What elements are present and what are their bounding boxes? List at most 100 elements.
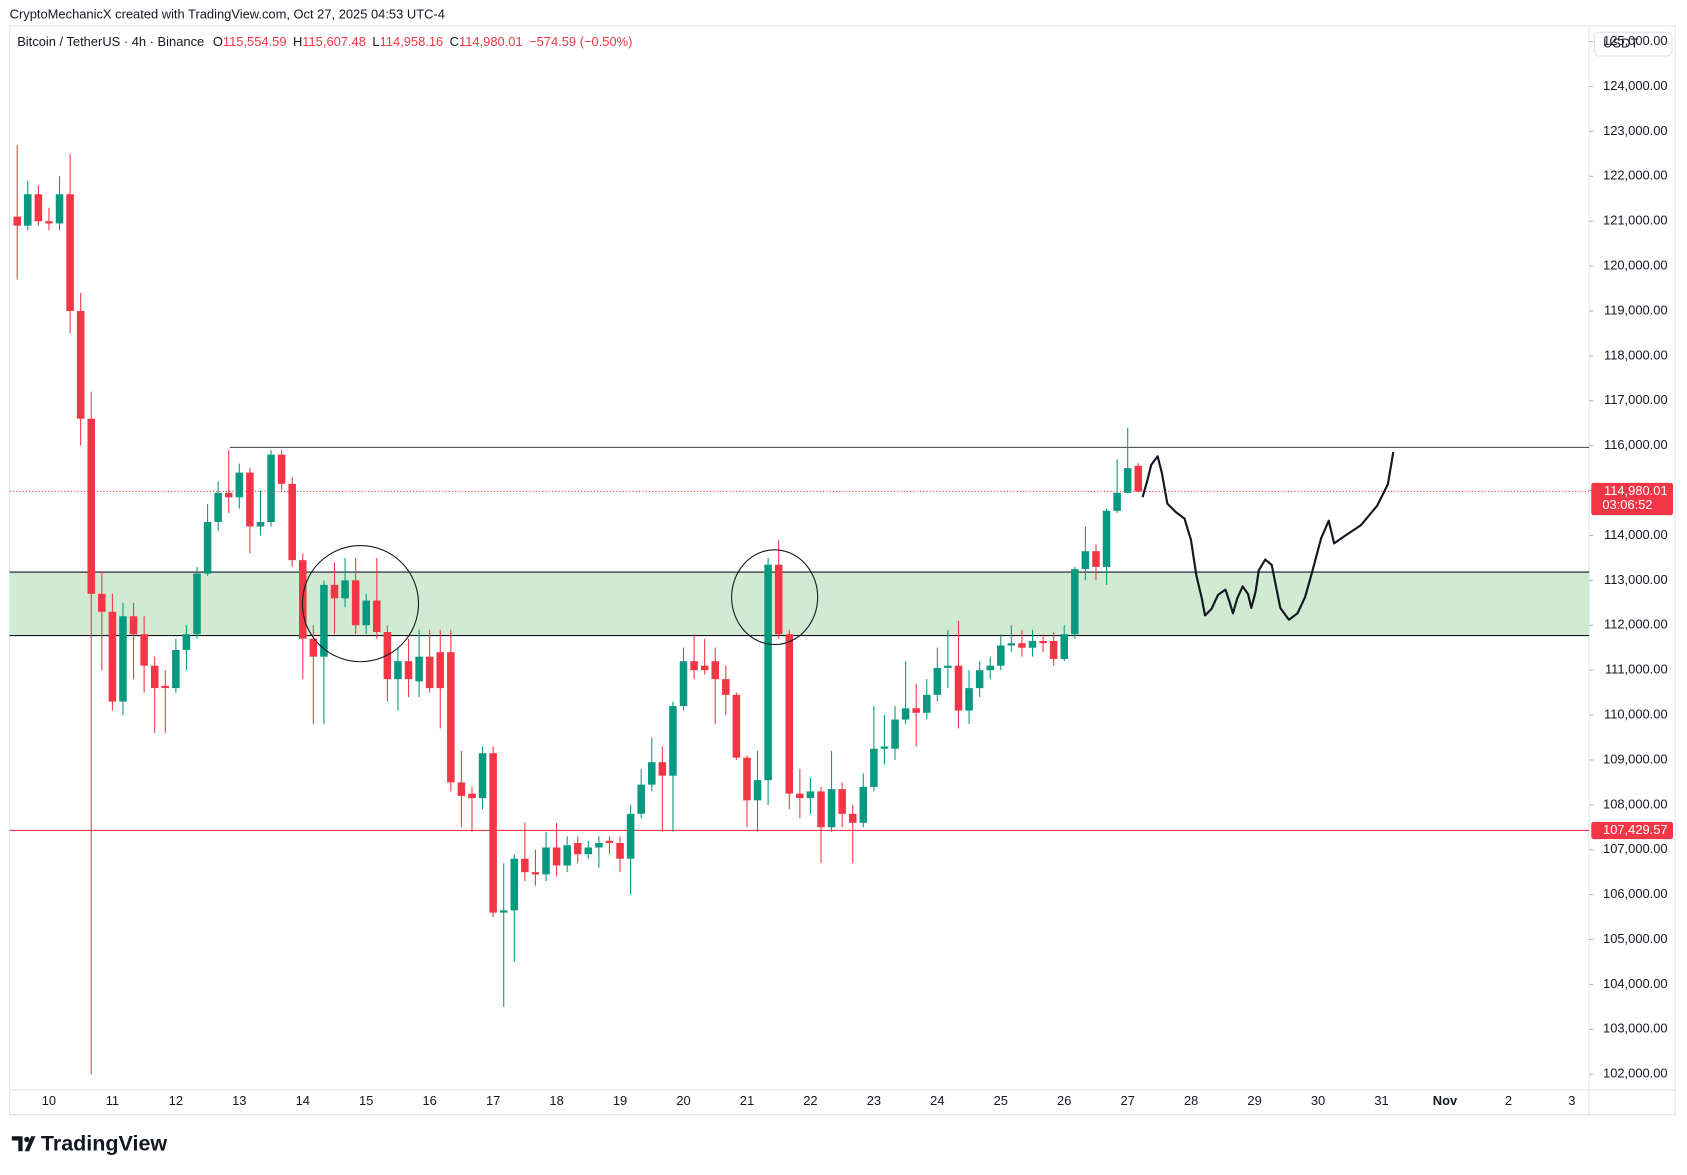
x-tick-label: 17 [486, 1093, 500, 1108]
drawing-path [1141, 451, 1395, 621]
candle-body [880, 746, 889, 749]
candle-body [1060, 634, 1069, 659]
legend-key: L [372, 35, 379, 50]
y-tick-label: 120,000.00 [1603, 257, 1668, 272]
x-tick-label: 10 [42, 1093, 56, 1108]
candle-body [182, 634, 191, 650]
candle-body [997, 645, 1005, 666]
candle-body [785, 634, 794, 794]
level-label-box [1591, 821, 1674, 840]
candle-body [796, 793, 804, 799]
y-tick-label: 117,000.00 [1604, 392, 1668, 407]
logo-dot [24, 1136, 30, 1143]
y-tick-label: 109,000.00 [1603, 751, 1668, 766]
y-tick-label: 110,000.00 [1604, 706, 1668, 721]
y-tick-label: 116,000.00 [1604, 437, 1668, 452]
logo-icon [11, 1136, 36, 1152]
y-tick-label: 107,000.00 [1603, 841, 1668, 856]
candle-body [753, 780, 762, 801]
candle-body [922, 694, 931, 713]
candle-body [351, 580, 360, 626]
candle-body [1049, 640, 1058, 659]
y-tick-label: 103,000.00 [1603, 1021, 1668, 1036]
candle-body [288, 483, 296, 561]
y-tick-label: 123,000.00 [1603, 123, 1668, 138]
candle-body [24, 194, 32, 226]
candle-body [341, 580, 349, 599]
plot [9, 144, 1590, 1075]
y-tick-label: 124,000.00 [1603, 78, 1668, 93]
y-tick-label: 105,000.00 [1603, 931, 1668, 946]
candle-body [172, 649, 180, 689]
candle-body [457, 782, 466, 796]
candle-body [1081, 551, 1090, 570]
x-tick-label: 13 [232, 1093, 246, 1108]
y-tick-label: 113,000.00 [1604, 572, 1668, 587]
candle-body [859, 786, 868, 823]
candle-body [330, 584, 339, 599]
y-tick-label: 121,000.00 [1603, 213, 1668, 228]
candle-body [986, 665, 994, 671]
candle-body [150, 665, 159, 689]
y-tick-label: 104,000.00 [1603, 976, 1668, 991]
candle-body [965, 688, 973, 711]
y-tick-label: 102,000.00 [1603, 1066, 1668, 1081]
legend-key: H [293, 35, 302, 50]
y-tick-label: 114,000.00 [1604, 527, 1668, 542]
candle-body [1007, 643, 1016, 646]
currency: USDT [1603, 36, 1638, 51]
brand: TradingView [41, 1132, 168, 1156]
x-tick-label: 12 [169, 1093, 183, 1108]
x-tick-label: 25 [994, 1093, 1008, 1108]
candle-body [870, 748, 878, 787]
x-tick-label: Nov [1433, 1093, 1458, 1108]
legend-key: C [450, 35, 459, 50]
x-tick-label: 23 [867, 1093, 881, 1108]
candle-body [838, 789, 846, 814]
candle-body [605, 840, 614, 844]
candle-body [1134, 465, 1143, 492]
candle-body [320, 584, 328, 657]
candle-body [637, 784, 645, 814]
last-price-box [1591, 482, 1674, 516]
symbol: Bitcoin / TetherUS · 4h · Binance [17, 35, 204, 50]
candle-body [891, 719, 899, 749]
candle-body [140, 634, 148, 666]
candle-body [912, 708, 920, 713]
candle-body [55, 194, 64, 224]
candle-body [447, 652, 455, 783]
candle-body [817, 791, 825, 828]
countdown: 03:06:52 [1602, 497, 1652, 512]
candle-body [743, 757, 751, 801]
x-tick-label: 2 [1505, 1093, 1512, 1108]
candle-body [616, 843, 624, 859]
candle-body [669, 706, 677, 776]
candle-body [256, 521, 265, 527]
candle-body [658, 762, 667, 776]
candle-body [711, 661, 719, 680]
x-tick-label: 30 [1311, 1093, 1325, 1108]
y-tick-label: 108,000.00 [1603, 796, 1668, 811]
candle-body [45, 221, 53, 224]
candle-body [415, 656, 423, 682]
x-tick-label: 21 [740, 1093, 754, 1108]
x-tick-label: 28 [1184, 1093, 1198, 1108]
x-tick-label: 26 [1057, 1093, 1071, 1108]
candle-body [679, 661, 688, 707]
candle-body [933, 667, 942, 695]
candle-body [214, 492, 222, 522]
candle-body [362, 600, 370, 626]
header: CryptoMechanicX created with TradingView… [10, 7, 445, 22]
candle-body [277, 454, 286, 484]
candle-body [224, 492, 233, 498]
candle-body [774, 564, 783, 635]
candle-body [975, 670, 984, 689]
candle-body [573, 843, 582, 855]
legend-value: 115,607.48 [302, 35, 366, 50]
y-tick-label: 106,000.00 [1603, 886, 1668, 901]
legend-key: O [213, 35, 223, 50]
candle-body [478, 753, 487, 799]
candle-body [944, 665, 952, 668]
candle-body [87, 418, 96, 594]
